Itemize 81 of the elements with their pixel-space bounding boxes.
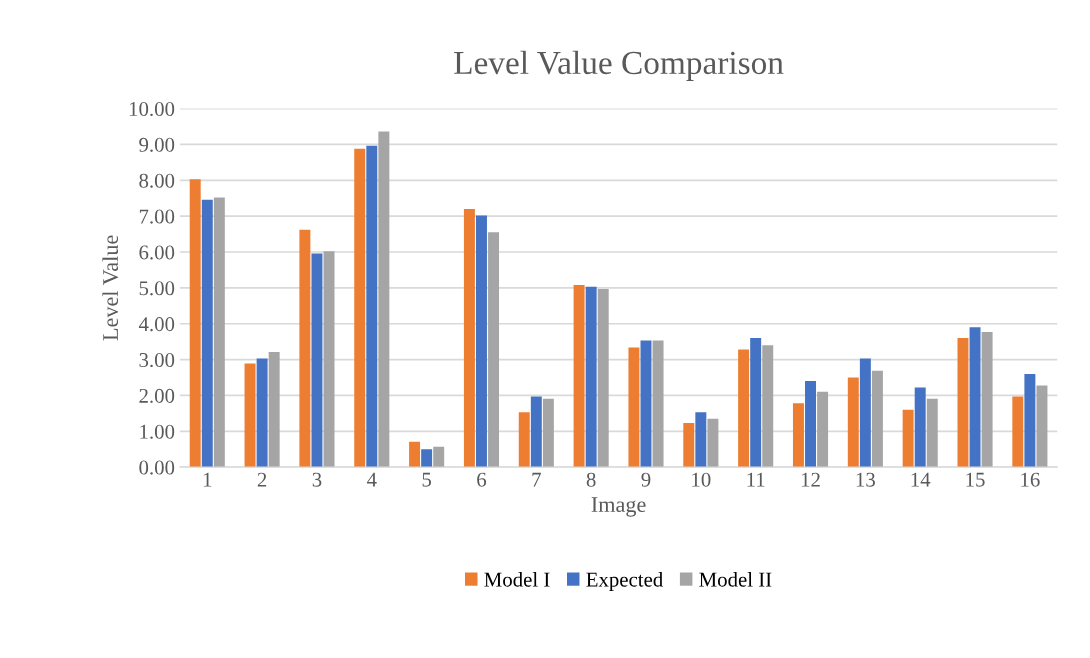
bar [640,340,652,468]
x-tick-label: 11 [747,472,765,487]
bar [311,253,323,468]
bar [366,145,378,468]
x-tick-label: 9 [641,472,651,487]
y-tick-label: 6.00 [139,245,175,260]
x-tick-label: 10 [692,472,711,487]
bar [792,403,804,468]
x-tick-label: 16 [1021,472,1040,487]
legend-label: Expected [586,572,663,591]
x-tick-label: 7 [532,472,541,487]
bar [738,349,750,468]
x-tick-label: 13 [856,472,875,487]
y-axis-title: Level Value [102,235,119,341]
bar [433,446,445,468]
bar [817,391,829,468]
bar [750,338,762,468]
y-tick-label: 7.00 [139,209,175,224]
bar [1024,373,1036,468]
bar [871,370,883,468]
x-tick-label: 4 [366,472,377,487]
y-tick-label: 10.00 [129,101,175,117]
bar [244,363,256,468]
bar [421,449,433,468]
x-tick-label: 6 [477,472,487,487]
bar [463,208,475,468]
x-tick-label: 3 [312,472,322,487]
bar [1036,385,1048,468]
bar [695,412,707,468]
y-tick-label: 0.00 [139,460,175,475]
chart-title: Level Value Comparison [454,50,784,81]
bar [475,215,487,468]
bar [585,286,597,468]
y-tick-label: 5.00 [139,281,175,296]
bar [981,331,993,468]
bar [530,396,542,468]
bar [628,347,640,468]
x-tick-label: 1 [203,472,212,487]
y-tick-label: 1.00 [140,424,175,439]
bar [1012,396,1024,468]
bar [488,232,500,468]
bar [652,340,664,468]
legend-label: Model I [484,572,550,587]
bar [805,381,816,468]
bar [213,197,225,468]
x-tick-label: 2 [257,472,267,487]
x-tick-label: 8 [586,472,596,487]
bar [409,441,421,468]
bar [299,229,311,468]
bar [518,412,530,468]
x-tick-label: 5 [422,472,432,487]
y-tick-label: 9.00 [139,137,175,152]
y-tick-label: 8.00 [139,173,175,188]
bar [902,409,914,468]
y-tick-label: 4.00 [138,317,175,332]
x-tick-label: 15 [966,472,985,487]
y-tick-label: 3.00 [139,352,175,368]
bar [542,398,554,468]
bar [707,418,719,468]
bar [597,288,609,468]
bar [378,131,390,468]
bar [354,148,366,468]
bar [256,358,268,468]
bar [573,285,585,468]
x-tick-label: 12 [801,472,820,487]
bar [847,377,859,468]
bar [201,199,213,468]
bar [957,338,969,468]
bar [914,387,926,468]
bar [323,251,335,468]
x-tick-label: 14 [911,472,931,487]
x-axis-title: Image [591,497,646,517]
bar [859,358,871,468]
legend-label: Model II [699,572,772,587]
bar [683,423,695,468]
bar [926,398,938,468]
bar [189,179,201,468]
bar [762,345,774,468]
y-tick-label: 2.00 [139,388,175,403]
bar [969,327,981,468]
bar [268,352,280,468]
